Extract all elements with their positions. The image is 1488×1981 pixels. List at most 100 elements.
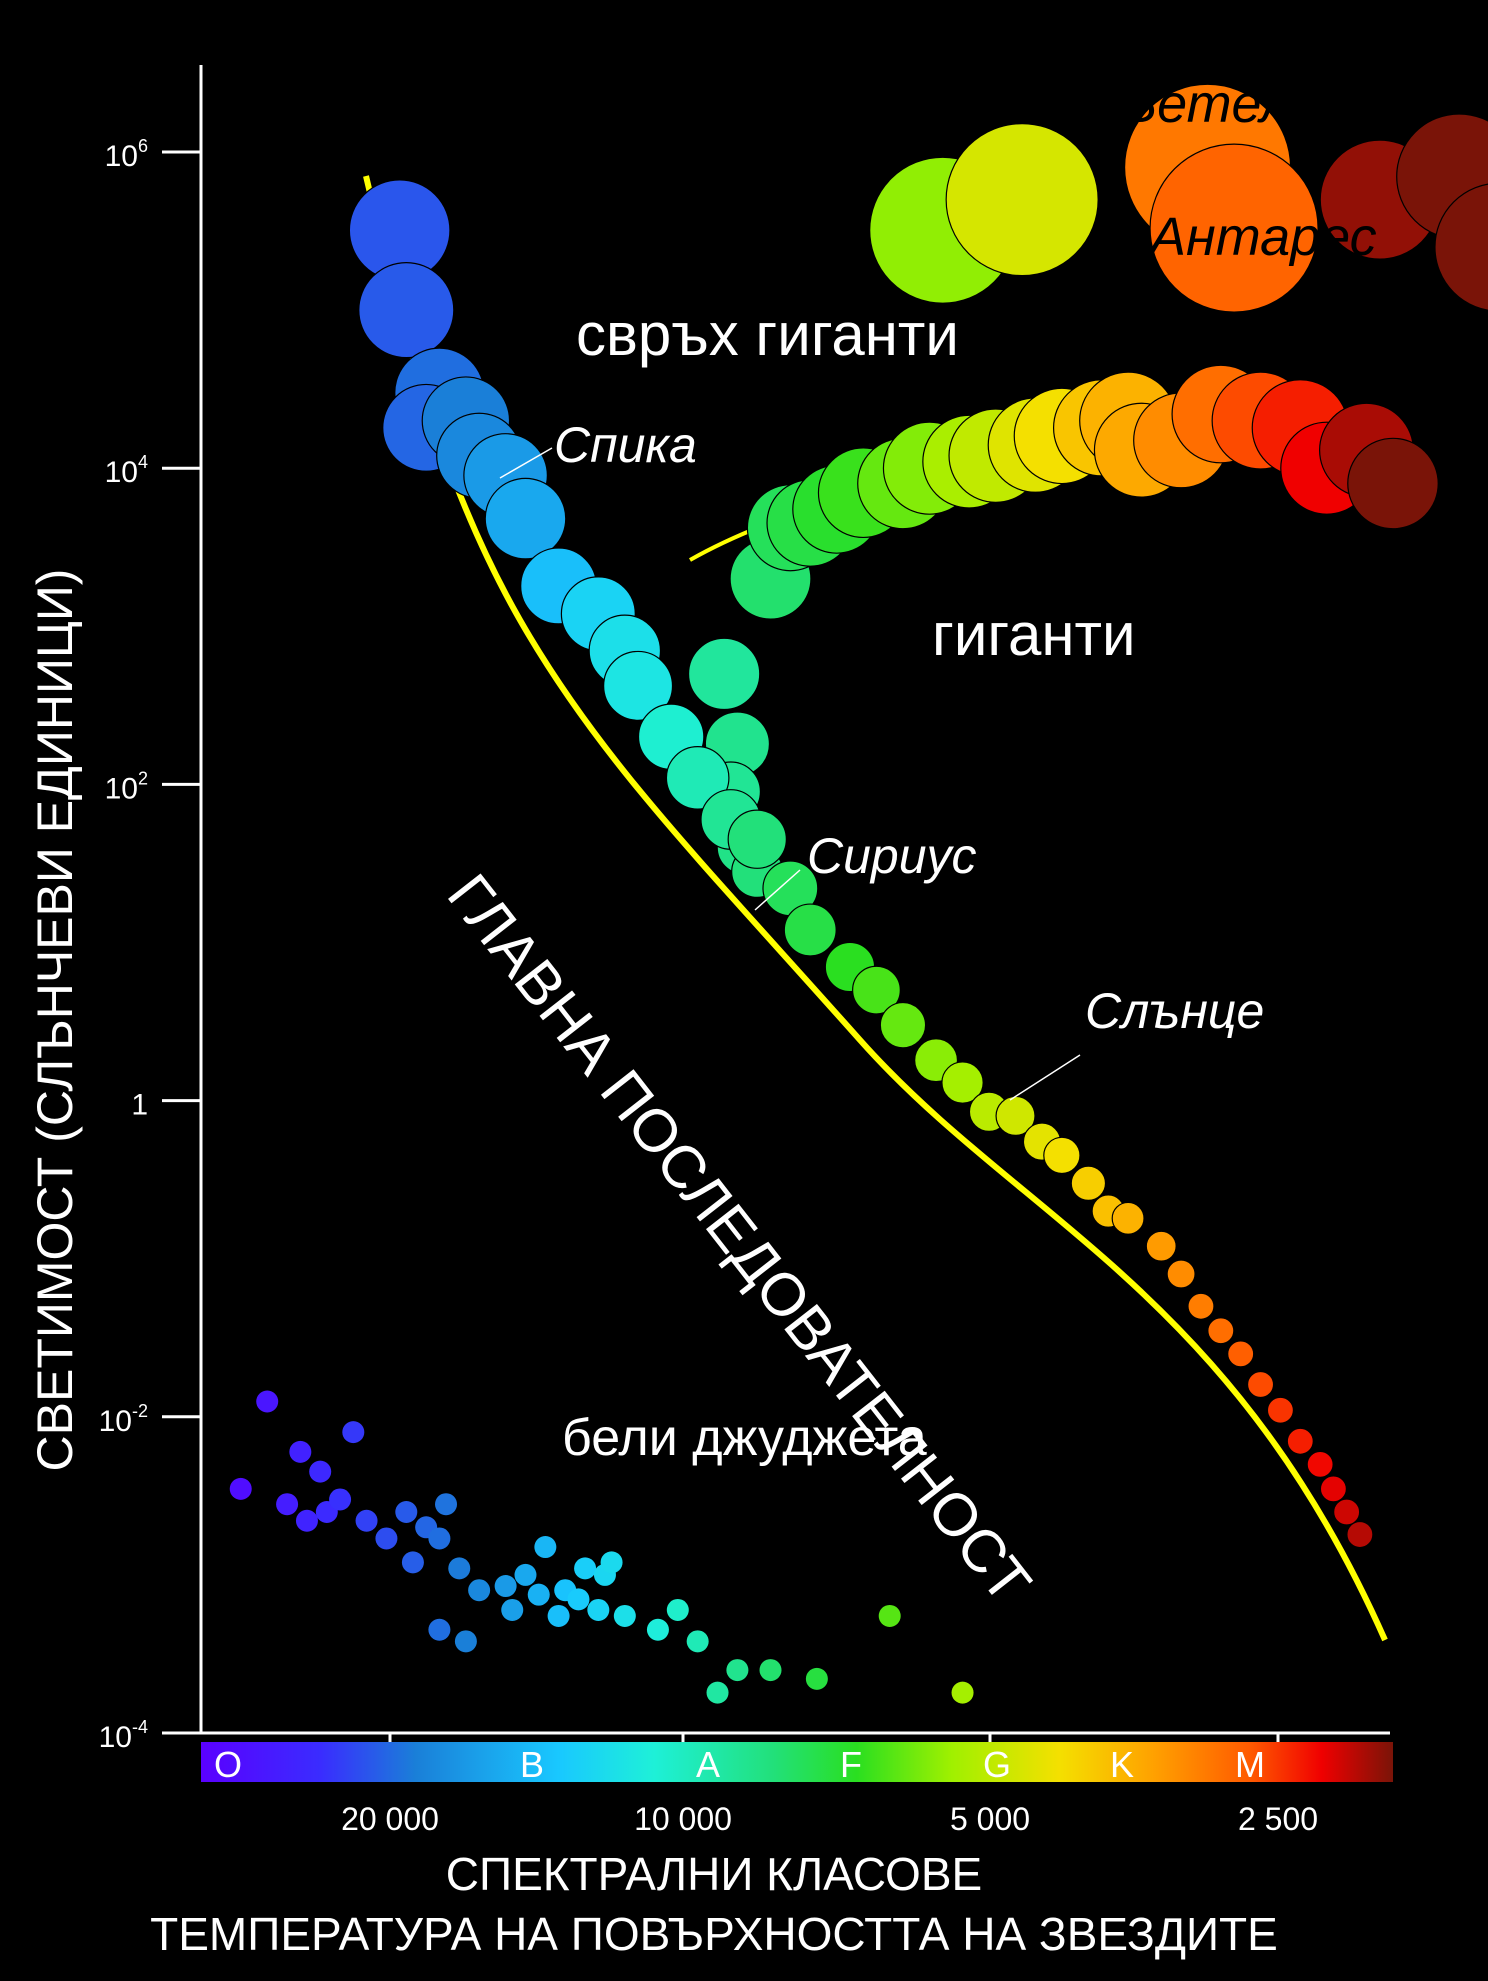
white_dwarfs-star [646,1618,669,1641]
spectral-class-G: G [983,1744,1011,1785]
white_dwarfs-star [289,1440,312,1463]
white_dwarfs-star [309,1460,332,1483]
main_sequence-star [727,809,787,869]
star-label-betelgeuse: Бетелгейзе [1122,74,1431,134]
y-tick-label: 106 [105,136,148,173]
main_sequence-star [1286,1427,1314,1455]
region-label-main-sequence: ГЛАВНА ПОСЛЕДОВАТЕЛНОСТ [435,862,1044,1615]
main_sequence-star [1111,1201,1145,1235]
white_dwarfs-star [395,1500,418,1523]
white_dwarfs-star [600,1551,623,1574]
supergiants-star [1149,143,1319,313]
spectral-class-F: F [840,1744,862,1785]
white_dwarfs-star [468,1579,491,1602]
white_dwarfs-star [448,1557,471,1580]
star-markers [229,179,1439,1704]
y-axis-title: СВЕТИМОСТ (СЛЪНЧЕВИ ЕДИНИЦИ) [27,569,83,1472]
white_dwarfs-star [256,1390,279,1413]
x-tick-label: 20 000 [341,1801,439,1837]
spectral-class-K: K [1110,1744,1134,1785]
main_sequence-star [1266,1396,1295,1424]
white_dwarfs-star [494,1575,517,1598]
main_sequence-star [1306,1450,1334,1478]
main_sequence-star [879,1001,927,1049]
white_dwarfs-star [666,1598,689,1621]
main_sequence-star [1346,1520,1374,1549]
main_sequence-star [665,746,730,810]
white_dwarfs-star [229,1477,252,1500]
white_dwarfs-star [501,1598,524,1621]
white_dwarfs-star [401,1551,424,1574]
main_sequence-star [1227,1340,1255,1368]
main_sequence-star [1319,1475,1348,1503]
main_sequence-star [603,650,674,721]
main_sequence-star [484,477,567,560]
white_dwarfs-star [295,1509,318,1532]
main_sequence-star [941,1061,984,1104]
giants-star [687,637,761,711]
white_dwarfs-star [276,1493,299,1516]
x-tick-label: 10 000 [634,1801,732,1837]
white_dwarfs-star [759,1659,782,1682]
giants-star [1347,437,1439,530]
white_dwarfs-star [567,1588,590,1611]
main_sequence-star [1207,1317,1235,1345]
spectral-class-M: M [1235,1744,1265,1785]
white_dwarfs-star [726,1659,749,1682]
white_dwarfs-star [454,1630,477,1653]
main_sequence-star [1043,1136,1081,1175]
y-tick-label: 1 [131,1089,148,1122]
x-tick-label: 2 500 [1238,1801,1318,1837]
x-axis-title-line2: ТЕМПЕРАТУРА НА ПОВЪРХНОСТТА НА ЗВЕЗДИТЕ [150,1908,1278,1960]
star-label-antares: Антарес [1147,207,1377,267]
supergiant-markers [869,83,1488,313]
x-tick-label: 5 000 [950,1801,1030,1837]
y-tick-label: 102 [105,768,148,805]
white_dwarfs-star [329,1488,352,1511]
y-tick-label: 104 [105,452,148,489]
white_dwarfs-star [805,1667,828,1690]
white_dwarfs-star [951,1681,974,1704]
white_dwarfs-star [527,1583,550,1606]
main_sequence-star [1333,1498,1361,1526]
white_dwarfs-star [435,1493,458,1516]
x-axis-title-line1: СПЕКТРАЛНИ КЛАСОВЕ [446,1848,982,1900]
spectral-class-B: B [520,1744,544,1785]
white_dwarfs-star [355,1509,378,1532]
main_sequence-star [1070,1165,1107,1201]
y-tick-label: 10-2 [99,1401,148,1438]
white_dwarfs-star [686,1630,709,1653]
region-label-giants: гиганти [932,601,1135,668]
main_sequence-star [1166,1259,1196,1289]
main_sequence-star [358,262,455,359]
white_dwarfs-star [375,1527,398,1550]
white_dwarfs-star [574,1557,597,1580]
main_sequence-star [852,965,901,1015]
region-label-supergiants: свръх гиганти [576,301,959,368]
x-axis-ticks: 20 000 10 000 5 000 2 500 [341,1733,1318,1837]
supergiants-star [1434,183,1488,311]
spectral-class-bar [201,1742,1393,1782]
white_dwarfs-star [878,1604,901,1627]
white_dwarfs-star [706,1681,729,1704]
white_dwarfs-star [342,1421,365,1444]
white_dwarfs-star [534,1536,557,1559]
white_dwarfs-star [428,1527,451,1550]
spica-leader [499,447,553,479]
star-label-sun: Слънце [1085,983,1264,1039]
main_sequence-star [1145,1230,1177,1262]
star-label-sirius: Сириус [807,828,977,884]
supergiants-star [945,122,1099,277]
main_sequence-star [1187,1292,1215,1320]
white_dwarfs-star [514,1563,537,1586]
white_dwarfs-star [547,1604,570,1627]
star-label-spica: Спика [554,417,697,473]
region-label-white-dwarfs: бели джуджета [562,1409,927,1467]
white_dwarfs-star [613,1604,636,1627]
white_dwarfs-star [428,1618,451,1641]
white_dwarfs-star [587,1598,610,1621]
y-axis-ticks: 106 104 102 1 10-2 10-4 [99,136,201,1754]
spectral-class-A: A [696,1744,720,1785]
